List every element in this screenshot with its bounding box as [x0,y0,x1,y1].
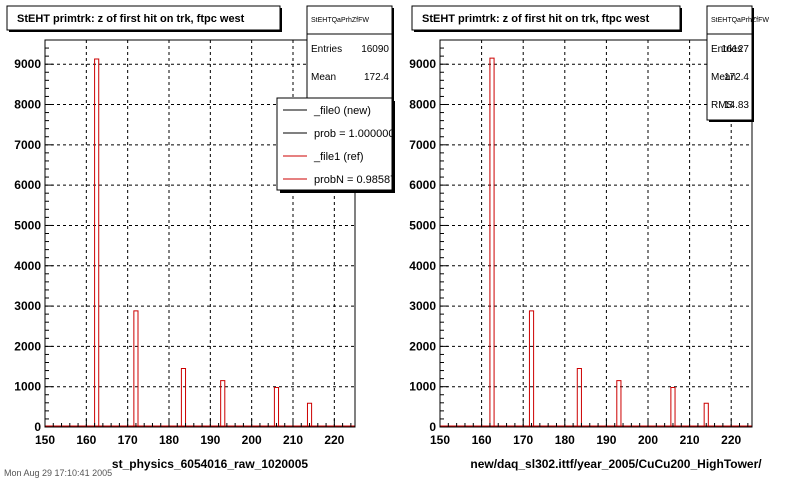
histogram-bar [576,368,582,427]
x-axis-label: new/daq_sl302.ittf/year_2005/CuCu200_Hig… [470,457,762,471]
x-tick-label: 220 [721,433,741,447]
histogram-bar [220,380,226,427]
stats-value: 172.4 [364,72,389,83]
y-tick-label: 8000 [14,98,41,112]
y-tick-label: 2000 [14,339,41,353]
y-tick-label: 3000 [14,299,41,313]
histogram-bar [528,310,535,427]
stats-box [706,5,753,121]
x-tick-label: 160 [76,433,96,447]
y-tick-label: 6000 [14,178,41,192]
stats-label: RMS [711,100,734,111]
x-tick-label: 150 [430,433,450,447]
stats-label: Entries [711,44,742,55]
histogram-bar [133,310,139,427]
histogram-bar [180,368,187,427]
y-tick-label: 1000 [409,380,436,394]
stats-value: 172.4 [724,72,749,83]
y-tick-label: 0 [429,420,436,434]
x-tick-label: 190 [596,433,616,447]
stats-label: Mean [711,72,736,83]
x-tick-label: 180 [555,433,575,447]
y-tick-label: 2000 [409,339,436,353]
histogram-bar [489,57,495,427]
y-tick-label: 9000 [14,57,41,71]
y-tick-label: 7000 [409,138,436,152]
x-tick-label: 190 [200,433,220,447]
histogram-bar [670,386,676,427]
stats-label: Entries [311,44,342,55]
x-tick-label: 200 [242,433,262,447]
histogram-bar [703,402,709,427]
title-box [6,5,281,31]
stats-value: 16090 [361,44,389,55]
x-tick-label: 150 [35,433,55,447]
x-tick-label: 160 [472,433,492,447]
y-tick-label: 5000 [14,218,41,232]
x-tick-label: 210 [283,433,303,447]
y-tick-label: 0 [34,420,41,434]
stats-value: 14.83 [724,100,749,111]
x-tick-label: 220 [324,433,344,447]
right-histogram-panel: 0 1000 2000 3000 4000 5000 6000 7000 8000 9000 150… [409,5,769,471]
legend-label: _file0 (new) [313,105,371,117]
left-histogram-panel: 0 1000 2000 3000 4000 5000 6000 7000 8000 9000 150… [6,5,402,471]
x-tick-label: 170 [118,433,138,447]
y-tick-label: 8000 [409,98,436,112]
y-tick-label: 7000 [14,138,41,152]
x-axis-label: st_physics_6054016_raw_1020005 [112,457,308,471]
y-tick-label: 3000 [409,299,436,313]
stats-label: Mean [311,72,336,83]
title-box [411,5,681,31]
x-tick-label: 180 [159,433,179,447]
footer-timestamp: Mon Aug 29 17:10:41 2005 [4,468,112,478]
legend-box [276,97,393,191]
legend-label: probN = 0.985878 [314,174,402,186]
y-tick-label: 9000 [409,57,436,71]
y-tick-label: 6000 [409,178,436,192]
legend-label: _file1 (ref) [313,151,364,163]
stats-box [306,5,393,101]
legend-label: prob = 1.000000 [314,128,394,140]
x-tick-label: 210 [680,433,700,447]
histogram-bar [273,386,280,427]
chart-title: StEHT primtrk: z of first hit on trk, ft… [17,13,245,25]
chart-title: StEHT primtrk: z of first hit on trk, ft… [422,13,650,25]
stats-value: 16127 [721,44,749,55]
y-tick-label: 1000 [14,380,41,394]
plot-frame [439,39,753,428]
histogram-bar [94,58,100,427]
y-tick-label: 5000 [409,218,436,232]
stats-name: StEHTQaPrhZfFW [711,17,769,24]
x-tick-label: 200 [638,433,658,447]
legend-clip: _file0 (new) prob = 1.000000 _file1 (ref) p… [283,105,402,186]
x-tick-label: 170 [513,433,533,447]
y-tick-label: 4000 [409,259,436,273]
histogram-bar [306,402,313,427]
y-tick-label: 4000 [14,259,41,273]
histogram-bar [616,380,622,427]
stats-name: StEHTQaPrhZfFW [311,17,369,24]
